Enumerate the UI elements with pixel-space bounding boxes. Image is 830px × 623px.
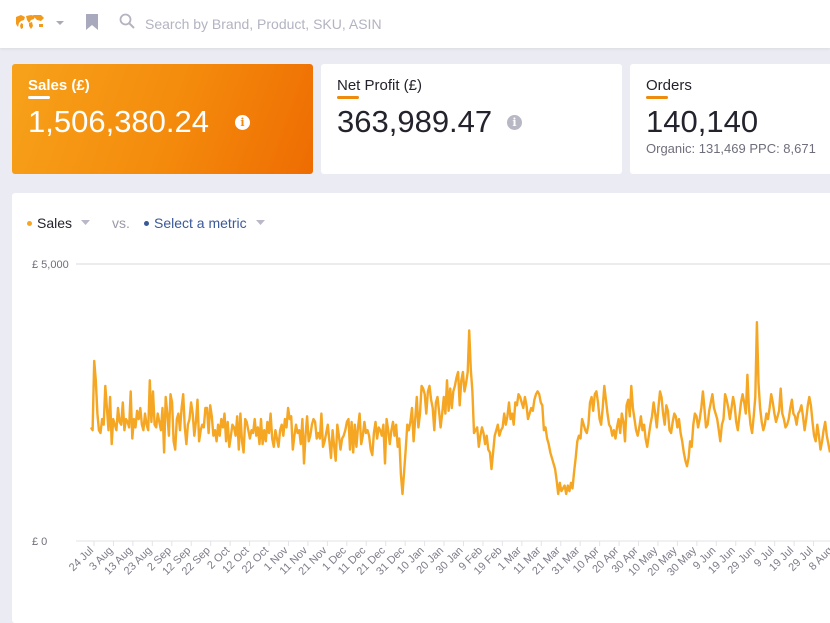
net-profit-title-underline [337,96,359,99]
orders-card-title: Orders [646,77,692,94]
secondary-metric-label: Select a metric [154,215,247,231]
orders-value: 140,140 [646,104,759,139]
bookmark-icon[interactable] [85,13,99,31]
info-icon[interactable]: i [507,115,522,130]
y-tick-label: £ 5,000 [32,259,69,271]
primary-metric-dropdown[interactable]: Sales [27,215,91,231]
sales-legend-dot [27,220,32,226]
sales-title-underline [28,96,50,99]
chevron-down-icon [81,220,91,225]
sales-value: 1,506,380.24 [28,104,210,139]
search-icon [119,13,135,29]
world-map-icon[interactable] [15,14,45,30]
net-profit-value: 363,989.47 [337,104,493,139]
search-input[interactable] [143,12,547,36]
chart-panel: Sales vs. Select a metric £ 5,000 £ 0 24… [12,193,830,623]
info-icon[interactable]: i [235,115,250,130]
sales-series-line [89,321,830,496]
net-profit-card[interactable]: Net Profit (£) 363,989.47 i [321,64,622,174]
secondary-metric-dropdown[interactable]: Select a metric [144,215,265,231]
orders-title-underline [646,96,668,99]
orders-card[interactable]: Orders 140,140 Organic: 131,469 PPC: 8,6… [630,64,830,174]
secondary-legend-dot [144,220,149,226]
orders-breakdown: Organic: 131,469 PPC: 8,671 [646,141,816,156]
sales-card[interactable]: Sales (£) 1,506,380.24 i [12,64,313,174]
y-tick-label: £ 0 [32,536,47,548]
chevron-down-icon [255,220,265,225]
sales-card-title: Sales (£) [28,77,90,94]
primary-metric-label: Sales [37,215,73,231]
top-bar [0,0,830,48]
chevron-down-icon[interactable] [55,19,65,27]
net-profit-card-title: Net Profit (£) [337,77,423,94]
vs-label: vs. [112,215,130,231]
